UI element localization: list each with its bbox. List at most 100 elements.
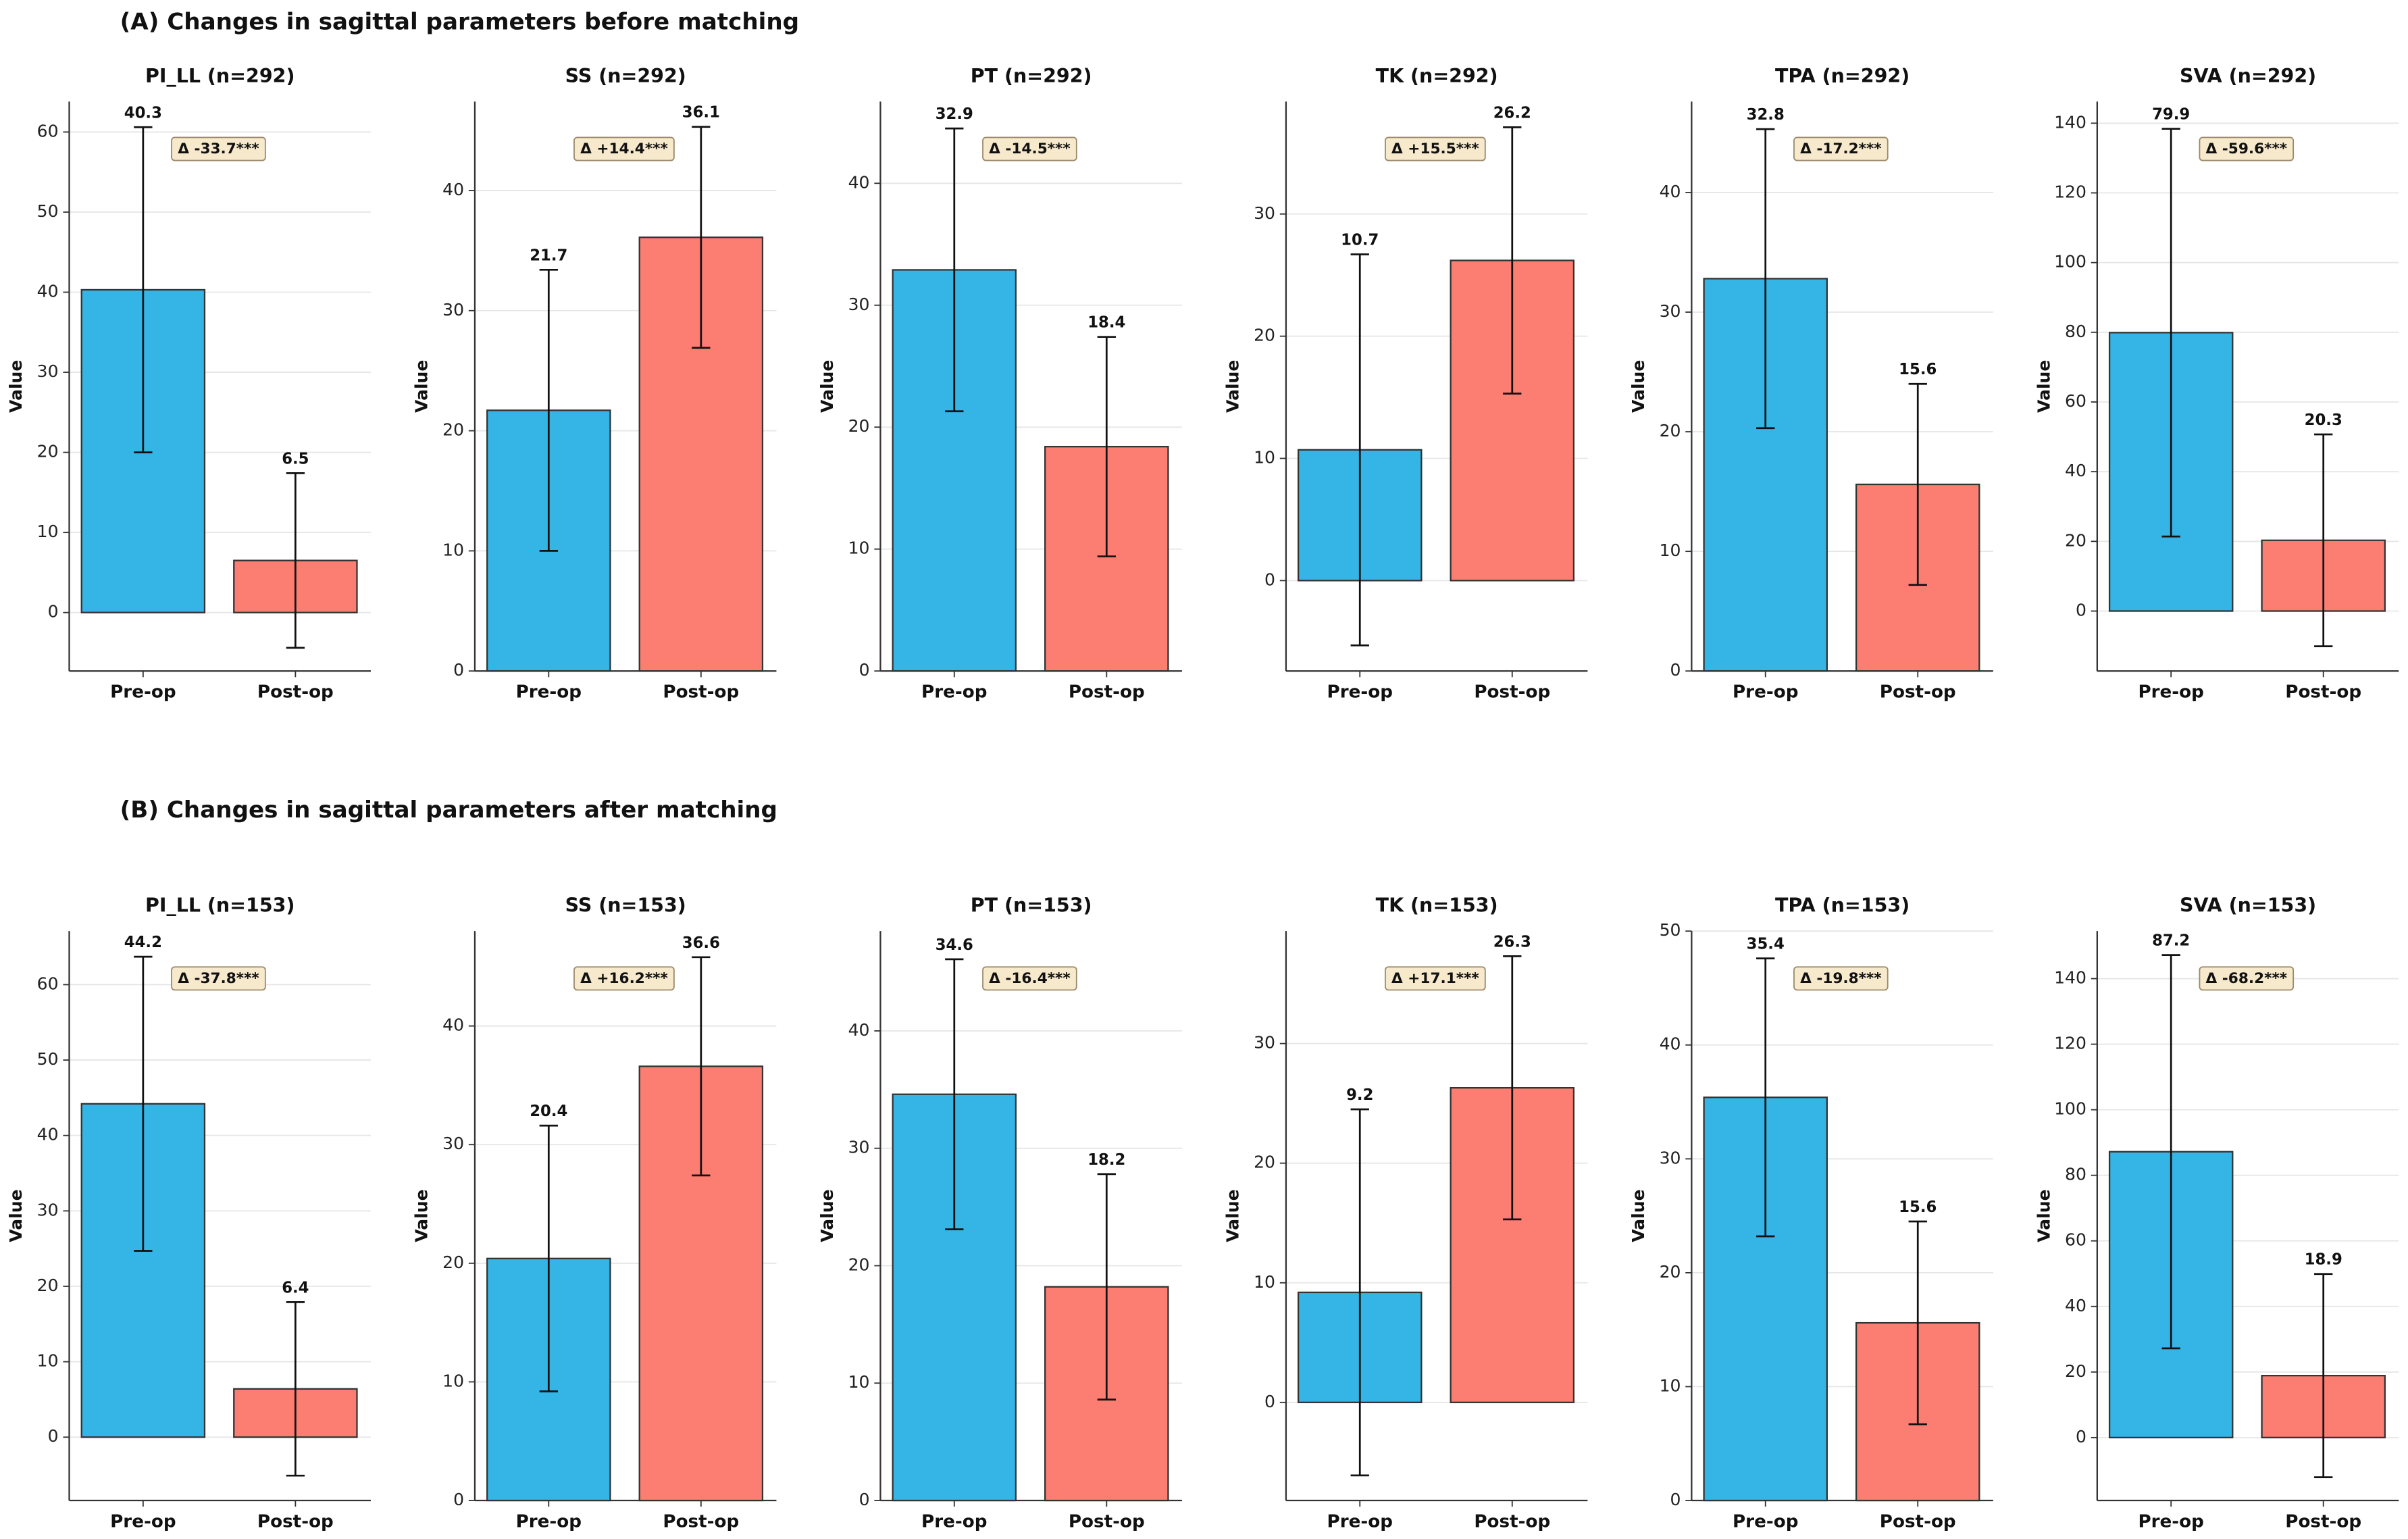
annotation-box: [1793, 966, 1889, 991]
y-axis-label: Value: [817, 1189, 837, 1242]
y-tick-label: 10: [442, 1371, 464, 1390]
value-label: 26.3: [1493, 933, 1531, 951]
error-bar: [1503, 126, 1522, 395]
x-tick-label: Pre-op: [1327, 1511, 1393, 1532]
value-label: 6.5: [282, 450, 309, 468]
y-axis-label: Value: [1223, 360, 1242, 413]
annotation: Δ -33.7***: [178, 141, 259, 157]
y-tick-label: 60: [2065, 1230, 2086, 1250]
value-label: 9.2: [1346, 1086, 1373, 1104]
subplot-title: TPA (n=292): [1775, 65, 1910, 87]
x-tick-label: Pre-op: [110, 1511, 176, 1532]
annotation-box: [171, 966, 266, 991]
y-tick-label: 140: [2054, 968, 2086, 988]
y-axis-label: Value: [817, 360, 837, 413]
y-tick-label: 20: [2065, 530, 2086, 550]
x-tick-label: Post-op: [1069, 682, 1145, 703]
y-tick-label: 0: [1264, 1392, 1275, 1411]
subplot-title: PI_LL (n=153): [145, 894, 294, 917]
y-tick-label: 120: [2054, 182, 2086, 202]
annotation-box: [573, 136, 675, 161]
y-tick-label: 30: [848, 295, 870, 314]
y-axis-label: Value: [412, 360, 432, 413]
error-bar: [286, 1301, 305, 1477]
x-tick-label: Pre-op: [516, 682, 582, 703]
y-tick-label: 20: [848, 1255, 870, 1274]
subplot-title: TK (n=292): [1376, 65, 1498, 87]
y-axis-label: Value: [6, 360, 26, 413]
y-tick-label: 30: [442, 1134, 464, 1153]
x-tick-label: Pre-op: [110, 682, 176, 703]
y-tick-label: 0: [2076, 600, 2086, 620]
y-tick-label: 40: [848, 1020, 870, 1040]
annotation-box: [573, 966, 675, 991]
y-tick-label: 60: [37, 974, 59, 993]
error-bar: [2314, 1273, 2333, 1478]
y-tick-label: 0: [2076, 1427, 2086, 1446]
x-tick-label: Pre-op: [1733, 1511, 1798, 1532]
error-bar: [539, 268, 558, 552]
y-tick-label: 50: [37, 201, 59, 221]
value-label: 79.9: [2152, 106, 2190, 124]
subplot-title: TPA (n=153): [1775, 894, 1910, 917]
x-tick-label: Pre-op: [2138, 682, 2203, 703]
error-bar: [2161, 954, 2180, 1350]
value-label: 32.9: [936, 105, 973, 123]
y-tick-label: 10: [37, 1351, 59, 1371]
y-tick-label: 10: [1254, 1272, 1275, 1292]
value-label: 15.6: [1899, 361, 1937, 378]
value-label: 20.4: [530, 1103, 567, 1120]
x-tick-label: Pre-op: [921, 682, 987, 703]
y-tick-label: 20: [442, 1253, 464, 1272]
annotation: Δ +17.1***: [1391, 970, 1479, 987]
y-tick-label: 0: [859, 660, 870, 680]
y-tick-label: 20: [2065, 1361, 2086, 1381]
value-label: 6.4: [282, 1279, 309, 1296]
error-bar: [1097, 336, 1116, 557]
annotation: Δ -17.2***: [1800, 141, 1882, 157]
y-tick-label: 20: [37, 1276, 59, 1295]
annotation-box: [982, 136, 1077, 161]
y-tick-label: 0: [859, 1490, 870, 1509]
value-label: 18.9: [2305, 1251, 2342, 1269]
y-tick-label: 80: [2065, 1165, 2086, 1184]
subplot-title: PT (n=292): [971, 65, 1092, 87]
y-tick-label: 20: [1254, 1153, 1275, 1172]
y-tick-label: 10: [442, 540, 464, 559]
annotation-box: [2199, 966, 2295, 991]
annotation: Δ +14.4***: [580, 141, 668, 157]
value-label: 32.8: [1747, 106, 1785, 124]
y-tick-label: 100: [2054, 252, 2086, 272]
y-tick-label: 30: [1660, 301, 1681, 321]
y-tick-label: 50: [37, 1049, 59, 1069]
x-tick-label: Post-op: [2285, 1511, 2361, 1532]
y-tick-label: 30: [848, 1138, 870, 1157]
error-bar: [1503, 955, 1522, 1221]
value-label: 10.7: [1341, 231, 1379, 249]
error-bar: [945, 127, 964, 413]
y-tick-label: 60: [2065, 391, 2086, 411]
annotation: Δ -19.8***: [1800, 970, 1882, 987]
y-tick-label: 20: [848, 416, 870, 436]
x-tick-label: Post-op: [257, 682, 334, 703]
panel-title: (A) Changes in sagittal parameters befor…: [120, 9, 799, 36]
annotation: Δ -37.8***: [178, 970, 259, 987]
error-bar: [1908, 1220, 1927, 1426]
y-tick-label: 10: [37, 522, 59, 541]
y-axis-label: Value: [2034, 1189, 2053, 1242]
error-bar: [2314, 433, 2333, 647]
x-tick-label: Pre-op: [1733, 682, 1798, 703]
y-tick-label: 10: [1660, 1376, 1681, 1395]
y-axis-label: Value: [1223, 1189, 1242, 1242]
y-tick-label: 30: [1254, 203, 1275, 223]
y-tick-label: 60: [37, 121, 59, 141]
subplot-title: SVA (n=153): [2180, 894, 2316, 917]
error-bar: [945, 958, 964, 1230]
subplot-title: PT (n=153): [971, 894, 1092, 917]
error-bar: [1097, 1173, 1116, 1401]
y-tick-label: 10: [848, 1372, 870, 1392]
x-tick-label: Post-op: [1880, 682, 1956, 703]
y-tick-label: 0: [1264, 570, 1275, 589]
y-tick-label: 20: [1660, 1262, 1681, 1282]
